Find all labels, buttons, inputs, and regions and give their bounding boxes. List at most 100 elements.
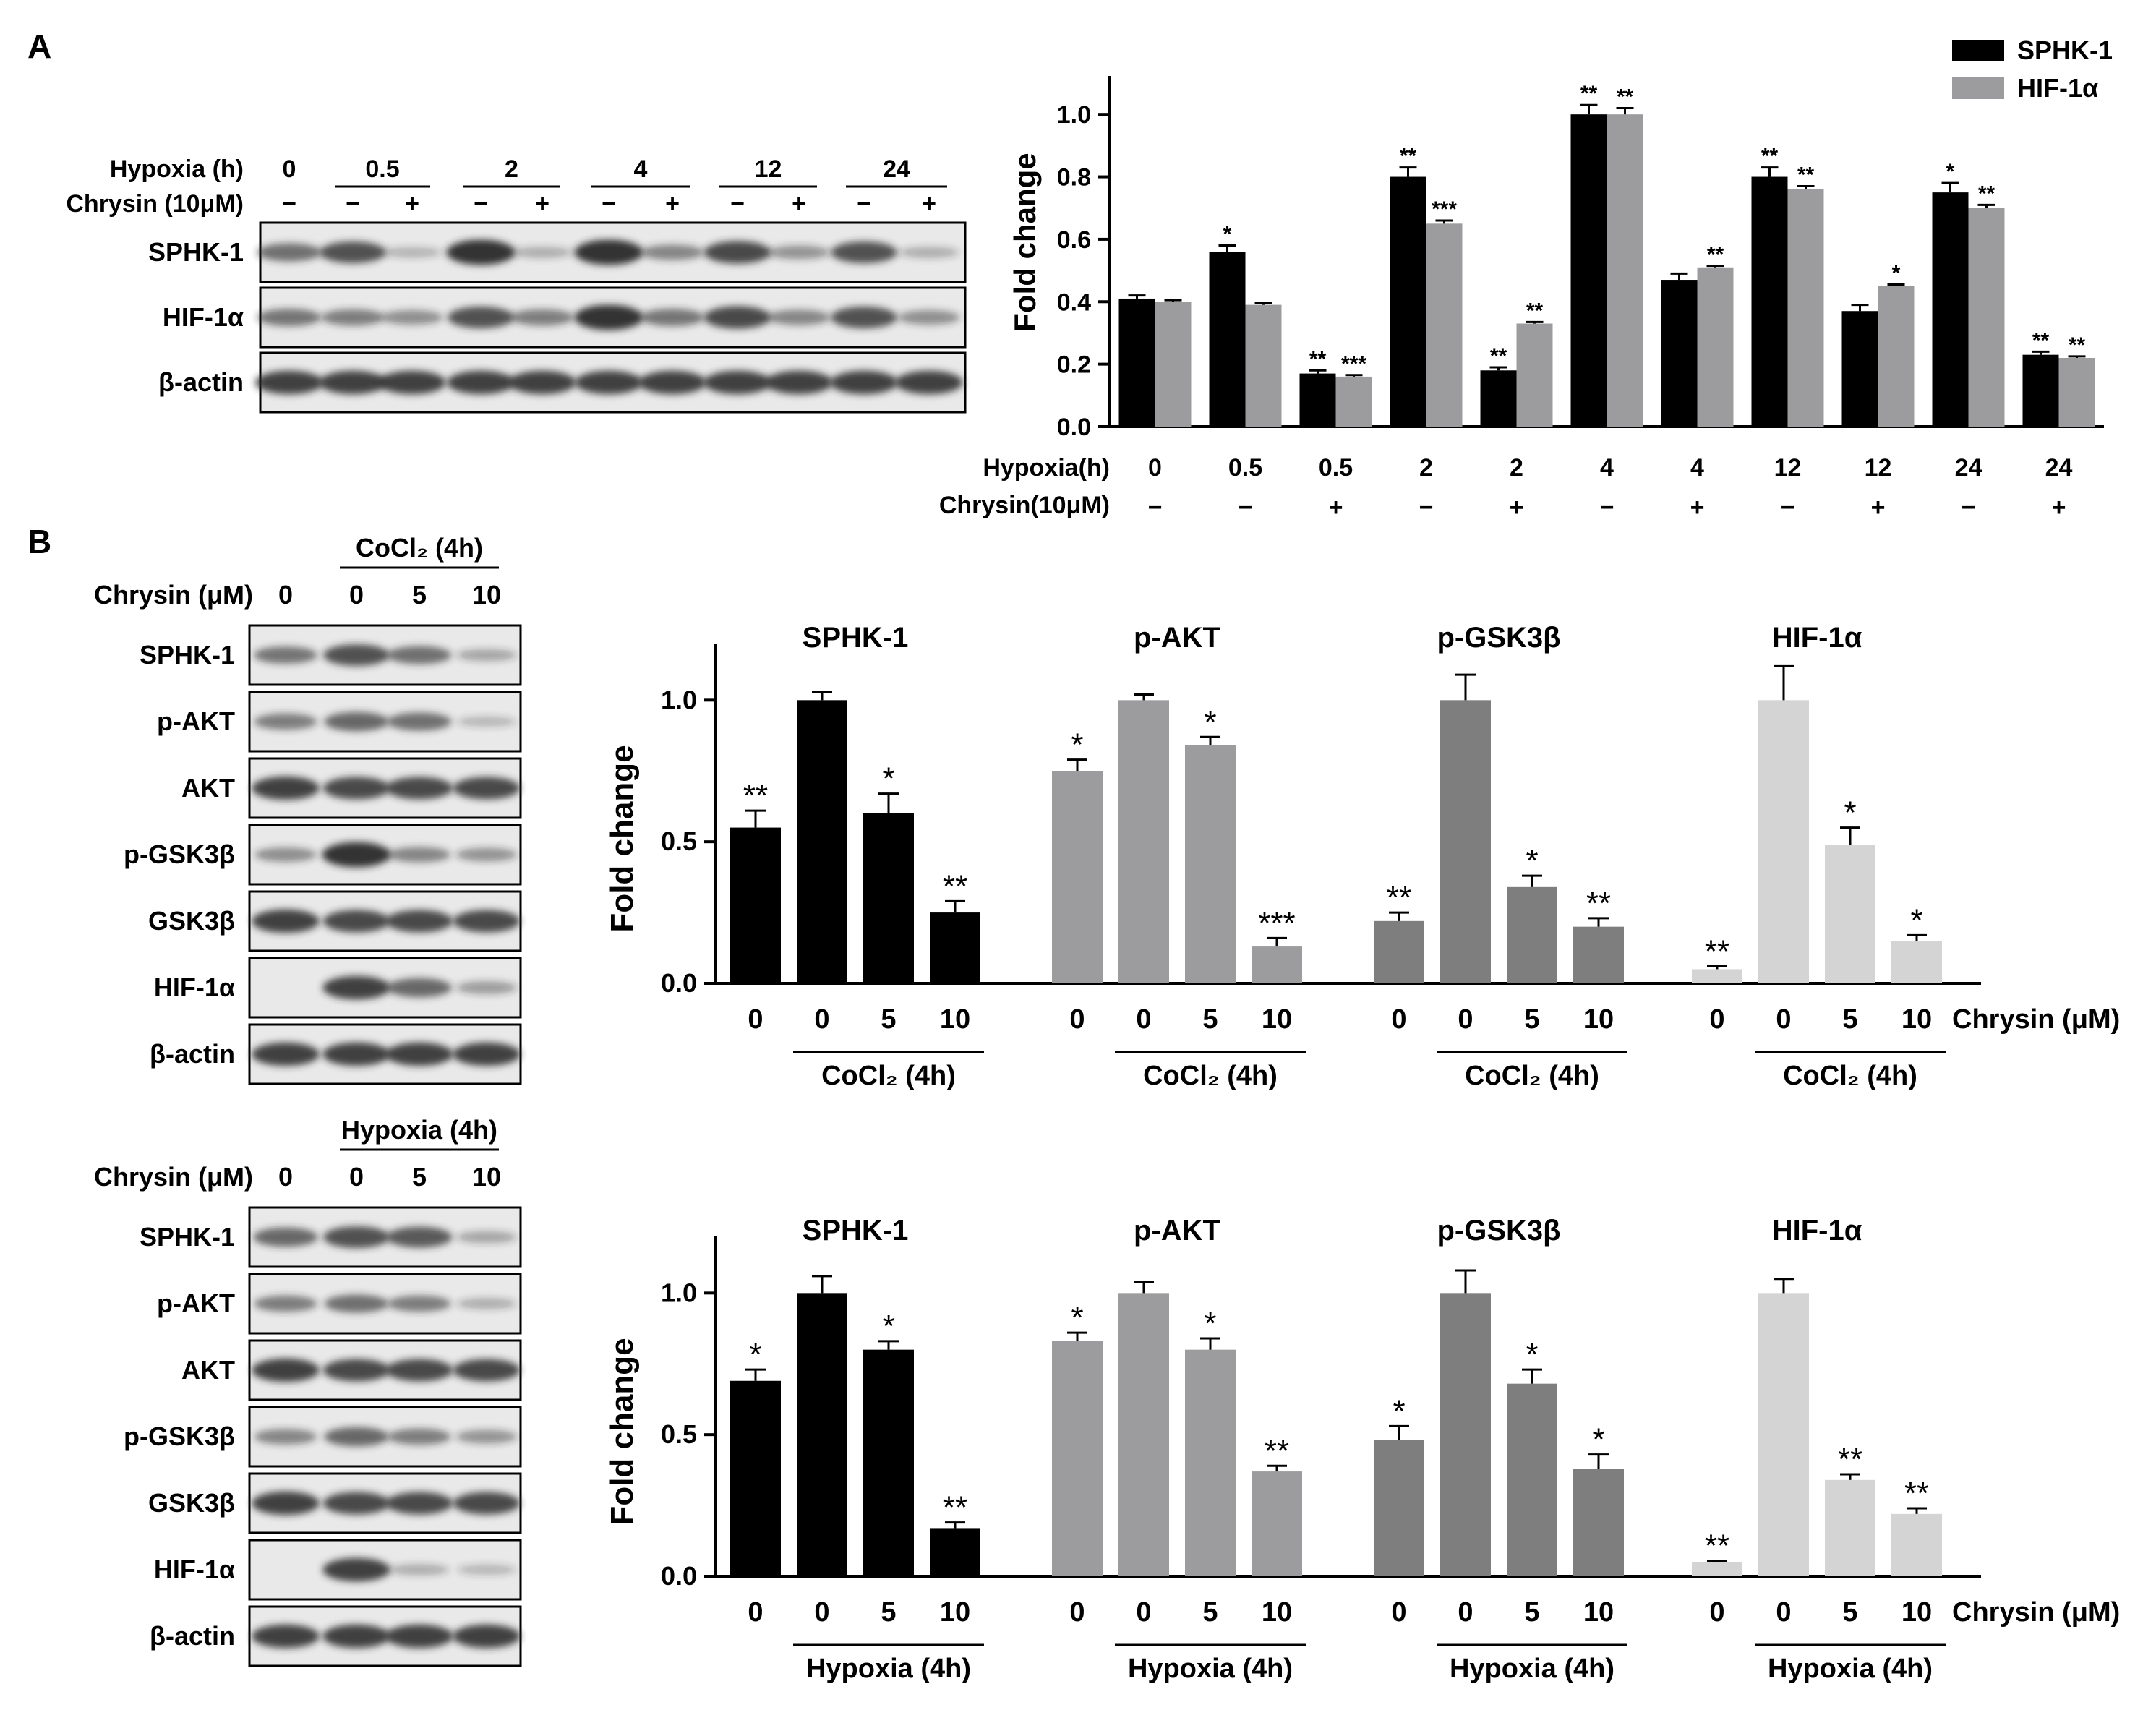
significance-star: *** [1341, 352, 1366, 376]
legend-swatch [1952, 40, 2004, 61]
chrysin-sign: − [282, 190, 296, 218]
significance-star: ** [1761, 145, 1779, 168]
blot-b-row-band [252, 1358, 320, 1382]
significance-star: * [1946, 160, 1955, 184]
blot-b-row-strip [248, 1605, 522, 1667]
blot-b-row-band [453, 1359, 521, 1382]
significance-star: ** [1978, 181, 1995, 205]
blot-b-row-band [322, 842, 391, 868]
x-tick-label: 0 [1458, 1597, 1473, 1628]
significance-star: ** [1797, 163, 1815, 187]
legend-label: SPHK-1 [2017, 35, 2113, 65]
bar [1692, 969, 1742, 983]
bar [930, 912, 980, 983]
chrysin-sign: − [474, 190, 488, 218]
y-tick-label: 0.0 [661, 1561, 697, 1591]
blot-a-row-band [641, 244, 704, 260]
chrysin-sign: − [1781, 494, 1795, 521]
significance-star: ** [743, 778, 768, 813]
x-tick-label: 0 [1709, 1597, 1724, 1628]
y-axis-label: Fold change [604, 1338, 640, 1525]
blot-b-row-band [322, 777, 390, 800]
blot-a-row-strip [257, 286, 967, 349]
bar [1185, 745, 1236, 983]
bar [1185, 1349, 1236, 1576]
significance-star: * [1204, 704, 1216, 740]
bar [730, 827, 781, 983]
chrysin-sign: + [2052, 494, 2066, 521]
significance-star: *** [1432, 197, 1457, 221]
x-tick-label: 0 [748, 1004, 763, 1035]
hypoxia-h-label: Hypoxia (h) [110, 155, 244, 183]
x-tick-label: 5 [1202, 1597, 1218, 1628]
x-tick-label: 10 [1583, 1004, 1614, 1035]
x-tick-label: 5 [1524, 1004, 1539, 1035]
blot-b-row-band [453, 1492, 521, 1515]
bar [1841, 311, 1878, 427]
blot-row-label: p-AKT [157, 1288, 235, 1318]
group-title: SPHK-1 [803, 1215, 909, 1247]
treatment-label: CoCl₂ (4h) [356, 533, 483, 563]
blot-b-row-band [322, 1624, 390, 1649]
x-tick-label: 24 [2045, 454, 2073, 482]
significance-star: * [1204, 1306, 1216, 1341]
blot-b-row-strip [248, 1339, 522, 1401]
blot-b-row-band [252, 1491, 320, 1516]
bar [1825, 845, 1875, 983]
bar [1480, 370, 1517, 427]
y-tick-label: 0.5 [661, 1419, 697, 1449]
significance-star: ** [1904, 1476, 1929, 1511]
bar [1440, 700, 1491, 983]
bar [1052, 1341, 1103, 1576]
blot-b-row-strip [248, 1406, 522, 1468]
bar [1661, 280, 1698, 427]
blot-b-row-band [322, 975, 390, 1000]
blot-row-label: β-actin [150, 1039, 235, 1069]
x-tick-label: 12 [1865, 454, 1892, 482]
blot-row-label: p-GSK3β [124, 1422, 235, 1451]
x-axis-label: Chrysin (μM) [1952, 1597, 2120, 1628]
blot-a-row-strip [255, 351, 967, 414]
bar [1118, 298, 1155, 427]
treatment-label: Hypoxia (4h) [806, 1654, 971, 1684]
chrysin-10um-label: Chrysin(10μM) [939, 492, 1110, 519]
x-tick-label: 0 [1458, 1004, 1473, 1035]
y-tick-label: 0.2 [1057, 351, 1091, 379]
bar [863, 1349, 914, 1576]
chrysin-sign: + [922, 190, 936, 218]
blot-a-row-band [510, 309, 574, 326]
blot-a-row-band [446, 239, 516, 265]
significance-star: * [1892, 262, 1901, 286]
bar [1426, 223, 1463, 427]
blot-row-label: p-AKT [157, 706, 235, 736]
blot-b-row-strip [248, 1472, 522, 1534]
significance-star: * [1844, 795, 1856, 831]
bar [1692, 1562, 1742, 1576]
group-title: HIF-1α [1772, 622, 1862, 654]
treatment-label: Hypoxia (4h) [341, 1115, 497, 1145]
bar [1118, 700, 1169, 983]
y-axis-label: Fold change [1008, 153, 1042, 331]
blot-b-row-band [252, 909, 320, 933]
blot-b-row-strip [248, 624, 522, 686]
blot-b-row-band [385, 777, 453, 800]
bar [797, 700, 847, 983]
blot-b-row-band [388, 1295, 451, 1312]
blot-row-label: HIF-1α [163, 302, 244, 332]
bar [1758, 1293, 1809, 1576]
blot-b-row-strip [248, 1273, 522, 1335]
blot-b-row-band [387, 978, 452, 998]
blot-b-row-band [324, 1294, 389, 1313]
bar [1507, 886, 1557, 983]
bar [1891, 1513, 1942, 1576]
x-tick-label: 0 [748, 1597, 763, 1628]
significance-star: * [1526, 1337, 1538, 1372]
treatment-label: Hypoxia (4h) [1450, 1654, 1614, 1684]
blot-a-row-band [703, 241, 771, 264]
significance-star: * [1526, 843, 1538, 878]
group-title: HIF-1α [1772, 1215, 1862, 1247]
blot-b-row-band [386, 1226, 453, 1248]
bar [1570, 114, 1607, 427]
blot-b-row-band [252, 1624, 320, 1649]
